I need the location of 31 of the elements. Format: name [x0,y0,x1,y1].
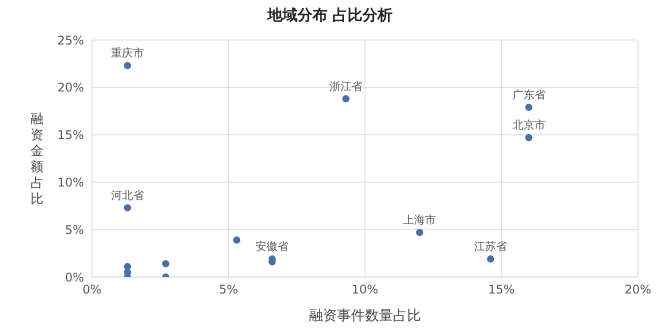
y-tick-label: 5% [64,222,84,237]
annotation: 河北省 [110,188,144,202]
y-tick-label: 0% [64,270,84,284]
point [124,204,132,212]
y-tick-label: 25% [57,33,84,48]
annotation: 安徽省 [256,240,289,253]
y-tick-label: 15% [57,128,84,142]
point [416,228,424,236]
x-axis-title: 融资事件数量占比 [309,308,421,324]
point [486,255,494,263]
chart-title: 地域分布 占比分析 [266,6,394,25]
point [342,95,350,102]
x-tick-label: 5% [218,282,238,297]
point [525,104,532,111]
y-tick-label: 10% [57,175,84,190]
annotation: 浙江省 [329,80,362,93]
annotation: 广东省 [512,88,546,102]
y-axis-title: 融资金额占比 [30,112,44,208]
x-tick-label: 10% [352,282,378,297]
point [124,62,132,70]
annotation: 上海市 [403,213,436,226]
y-tick-label: 20% [57,80,84,95]
x-tick-label: 20% [624,282,652,297]
annotation: 重庆市 [110,46,144,60]
point [525,134,532,142]
point [162,260,170,268]
x-tick-label: 15% [488,282,515,297]
x-tick-label: 0% [82,282,102,297]
annotation: 江苏省 [474,240,508,253]
point [233,236,240,244]
annotation: 北京市 [512,118,546,132]
